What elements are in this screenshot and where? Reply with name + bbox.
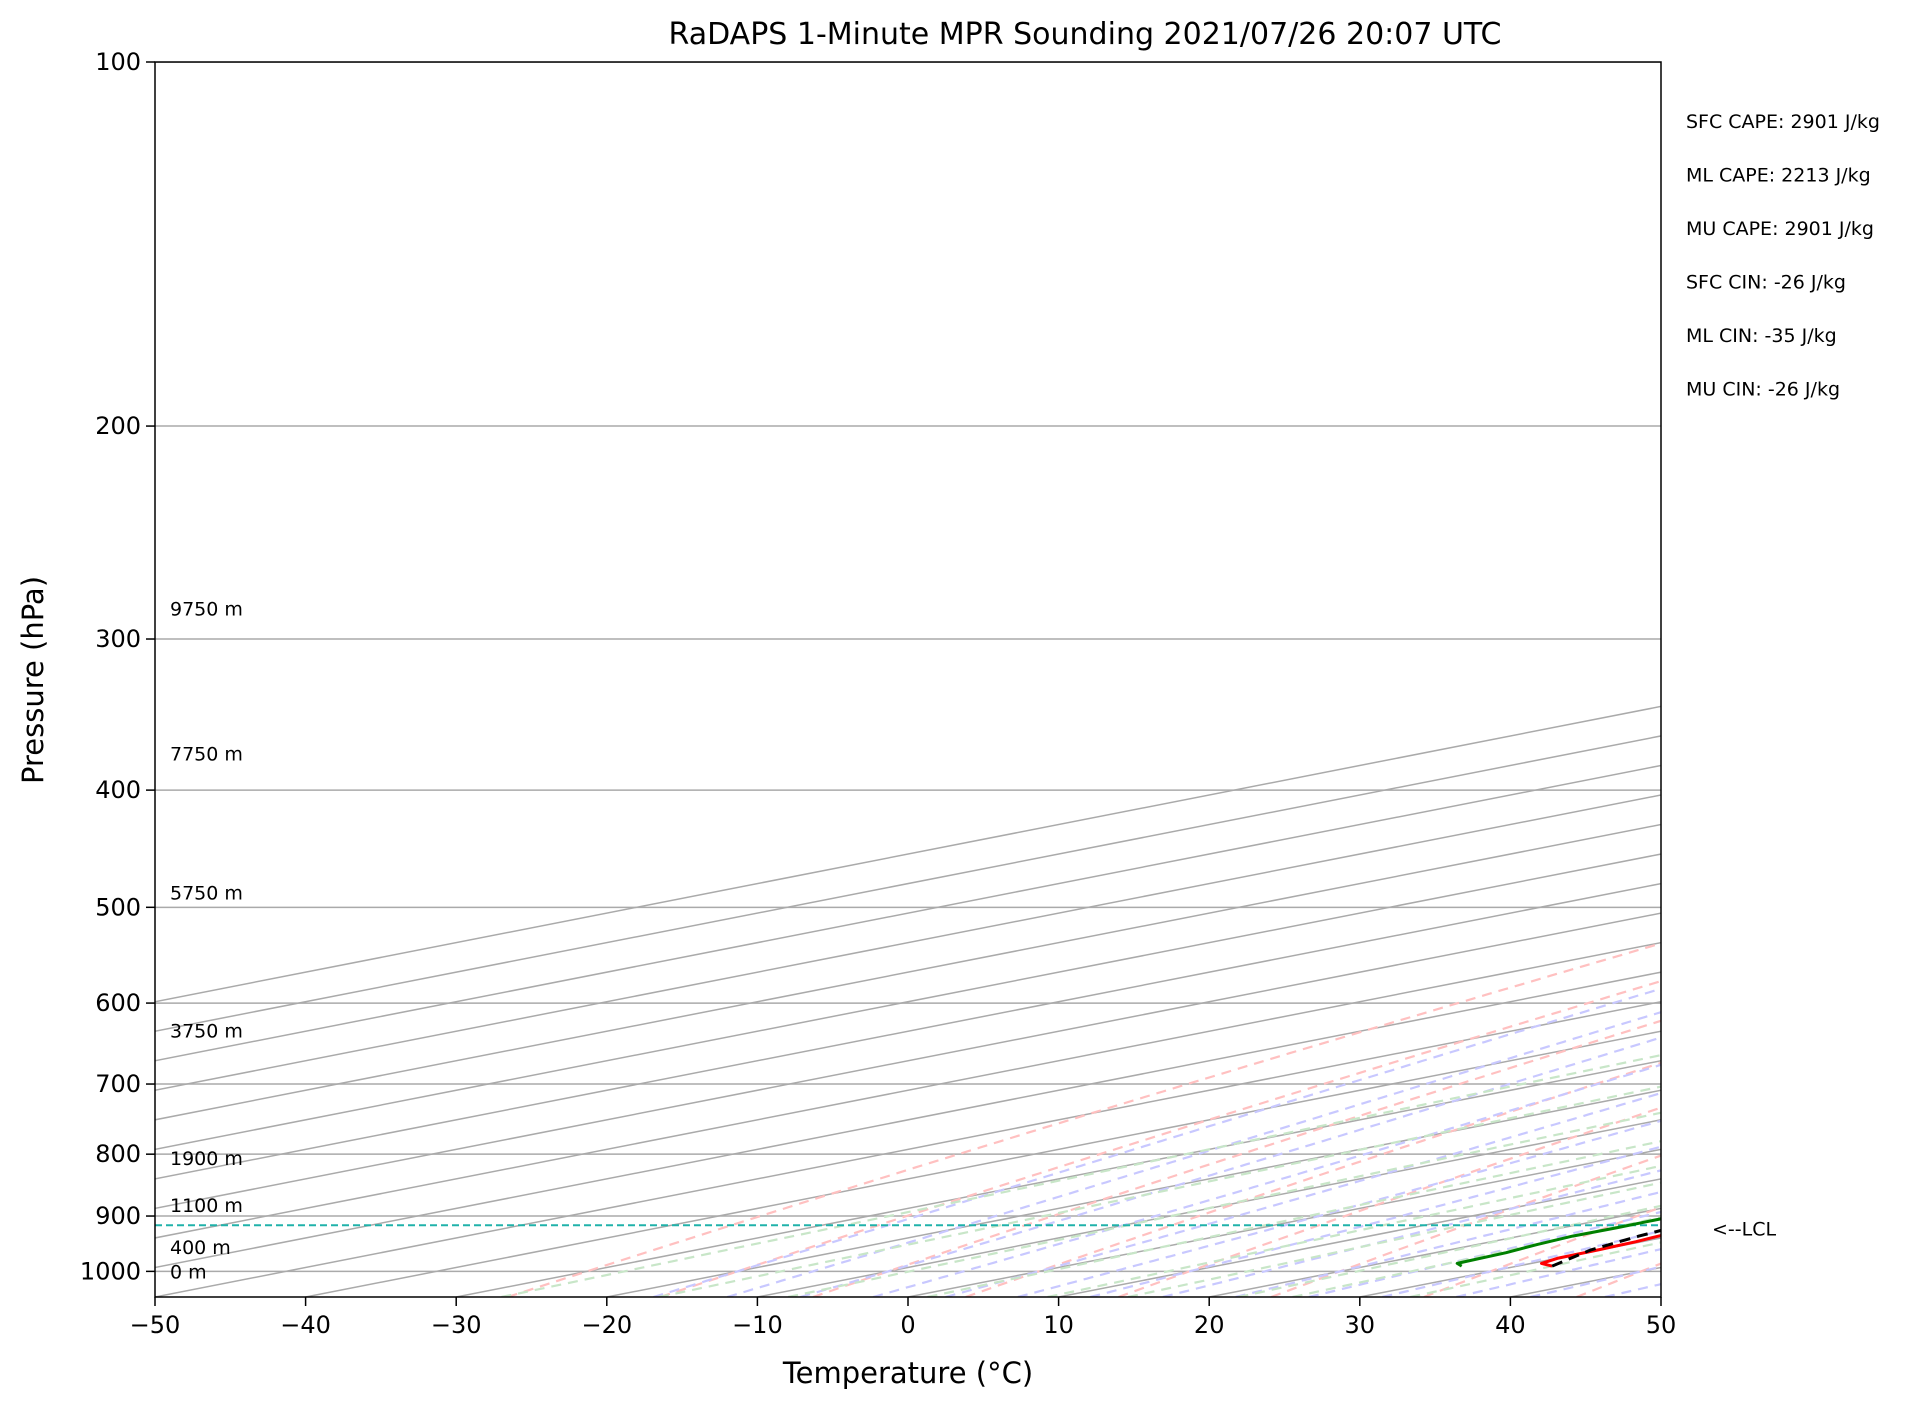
stat-annotation: SFC CAPE: 2901 J/kg bbox=[1686, 111, 1880, 133]
moist-adiabat-line bbox=[726, 1011, 1661, 1297]
mixing-ratio-line bbox=[787, 1111, 1661, 1297]
x-tick-label: −30 bbox=[431, 1311, 482, 1339]
x-tick-label: 40 bbox=[1495, 1311, 1526, 1339]
mixing-ratio-line bbox=[927, 1140, 1661, 1297]
dry-adiabat-line bbox=[1118, 1106, 1661, 1297]
stat-annotation: ML CAPE: 2213 J/kg bbox=[1686, 165, 1871, 187]
height-label: 3750 m bbox=[170, 1020, 243, 1042]
height-label: 1100 m bbox=[170, 1195, 243, 1217]
isotherm-line bbox=[155, 1000, 1661, 1297]
isotherm-line bbox=[155, 823, 1661, 1121]
y-tick-label: 800 bbox=[95, 1140, 141, 1168]
isotherm-line bbox=[155, 853, 1661, 1151]
moist-adiabat-line bbox=[1235, 1190, 1661, 1297]
x-tick-label: −40 bbox=[280, 1311, 331, 1339]
moist-adiabat-line bbox=[1017, 1119, 1661, 1297]
x-tick-label: −20 bbox=[581, 1311, 632, 1339]
y-tick-label: 900 bbox=[95, 1202, 141, 1230]
dry-adiabat-line bbox=[659, 979, 1661, 1297]
y-tick-label: 400 bbox=[95, 776, 141, 804]
isotherm-line bbox=[155, 882, 1661, 1180]
height-label: 0 m bbox=[170, 1261, 207, 1283]
y-tick-label: 200 bbox=[95, 412, 141, 440]
moist-adiabat-line bbox=[653, 987, 1661, 1297]
height-label: 1900 m bbox=[170, 1148, 243, 1170]
isotherm-line bbox=[155, 971, 1661, 1269]
height-label: 5750 m bbox=[170, 882, 243, 904]
stat-annotation: MU CIN: -26 J/kg bbox=[1686, 379, 1840, 401]
lcl-label: <--LCL bbox=[1712, 1218, 1776, 1240]
x-tick-label: 30 bbox=[1345, 1311, 1376, 1339]
y-tick-label: 1000 bbox=[80, 1257, 141, 1285]
dry-adiabat-line bbox=[1423, 1206, 1661, 1297]
moist-adiabat-line bbox=[872, 1063, 1661, 1297]
isotherm-line bbox=[606, 1089, 1661, 1297]
chart-title: RaDAPS 1-Minute MPR Sounding 2021/07/26 … bbox=[669, 17, 1502, 52]
x-tick-label: 50 bbox=[1646, 1311, 1677, 1339]
isotherm-line bbox=[456, 1060, 1661, 1297]
isotherm-line bbox=[305, 1030, 1661, 1297]
stat-annotation: MU CAPE: 2901 J/kg bbox=[1686, 218, 1874, 240]
x-tick-label: 0 bbox=[900, 1311, 915, 1339]
stat-annotation: ML CIN: -35 J/kg bbox=[1686, 325, 1837, 347]
stat-annotation: SFC CIN: -26 J/kg bbox=[1686, 272, 1846, 294]
dry-adiabat-line bbox=[507, 942, 1661, 1297]
dry-adiabat-line bbox=[965, 1061, 1661, 1297]
mixing-ratio-line bbox=[501, 1053, 1661, 1297]
y-tick-label: 300 bbox=[95, 625, 141, 653]
moist-adiabat-line bbox=[1090, 1145, 1661, 1297]
moist-adiabat-line bbox=[1162, 1169, 1661, 1297]
isotherm-line bbox=[155, 912, 1661, 1210]
height-label: 7750 m bbox=[170, 743, 243, 765]
height-label: 9750 m bbox=[170, 598, 243, 620]
isotherm-line bbox=[155, 941, 1661, 1239]
mixing-ratio-line bbox=[658, 1085, 1661, 1297]
y-tick-label: 700 bbox=[95, 1070, 141, 1098]
y-tick-label: 500 bbox=[95, 893, 141, 921]
x-tick-label: 10 bbox=[1043, 1311, 1074, 1339]
x-axis-label: Temperature (°C) bbox=[782, 1356, 1033, 1390]
x-tick-label: 20 bbox=[1194, 1311, 1225, 1339]
height-label: 400 m bbox=[170, 1237, 231, 1259]
y-tick-label: 600 bbox=[95, 989, 141, 1017]
x-tick-label: −50 bbox=[130, 1311, 181, 1339]
x-tick-label: −10 bbox=[732, 1311, 783, 1339]
y-tick-label: 100 bbox=[95, 48, 141, 76]
y-axis-label: Pressure (hPa) bbox=[16, 576, 50, 784]
